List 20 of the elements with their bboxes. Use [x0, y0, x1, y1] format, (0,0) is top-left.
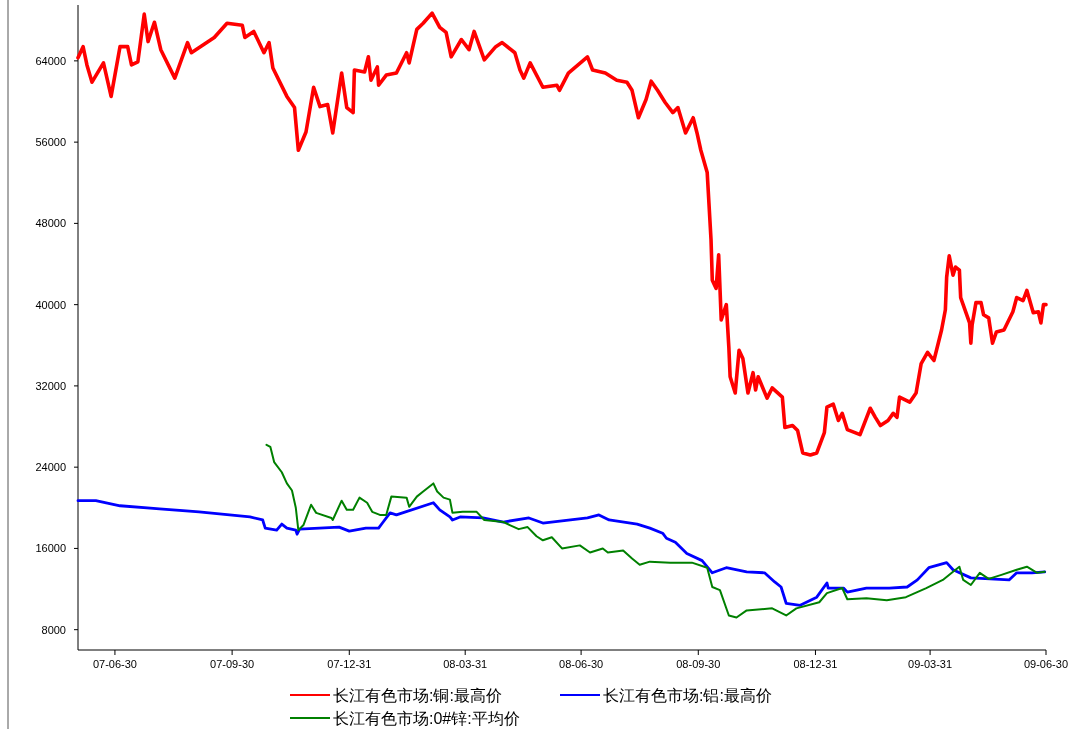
y-tick-label: 56000	[35, 136, 66, 149]
y-tick-label: 32000	[35, 379, 66, 392]
y-tick-label: 64000	[35, 54, 66, 67]
x-tick-label: 08-12-31	[793, 658, 838, 670]
y-tick-label: 8000	[41, 623, 66, 636]
y-tick-label: 48000	[35, 217, 66, 230]
legend-label: 长江有色市场:铝:最高价	[603, 687, 772, 704]
x-tick-label: 07-09-30	[210, 658, 255, 670]
x-tick-label: 09-06-30	[1023, 658, 1069, 670]
y-tick-label: 40000	[35, 298, 66, 311]
x-tick-label: 07-06-30	[92, 658, 137, 670]
y-tick-label: 24000	[35, 461, 66, 474]
legend-label: 长江有色市场:铜:最高价	[333, 687, 502, 704]
x-tick-label: 08-09-30	[676, 658, 721, 670]
y-tick-label: 16000	[35, 542, 66, 555]
x-tick-label: 08-06-30	[559, 658, 604, 670]
x-tick-label: 08-03-31	[443, 658, 488, 670]
x-tick-label: 07-12-31	[327, 658, 372, 670]
legend-label: 长江有色市场:0#锌:平均价	[333, 710, 520, 727]
x-tick-label: 09-03-31	[908, 658, 953, 670]
